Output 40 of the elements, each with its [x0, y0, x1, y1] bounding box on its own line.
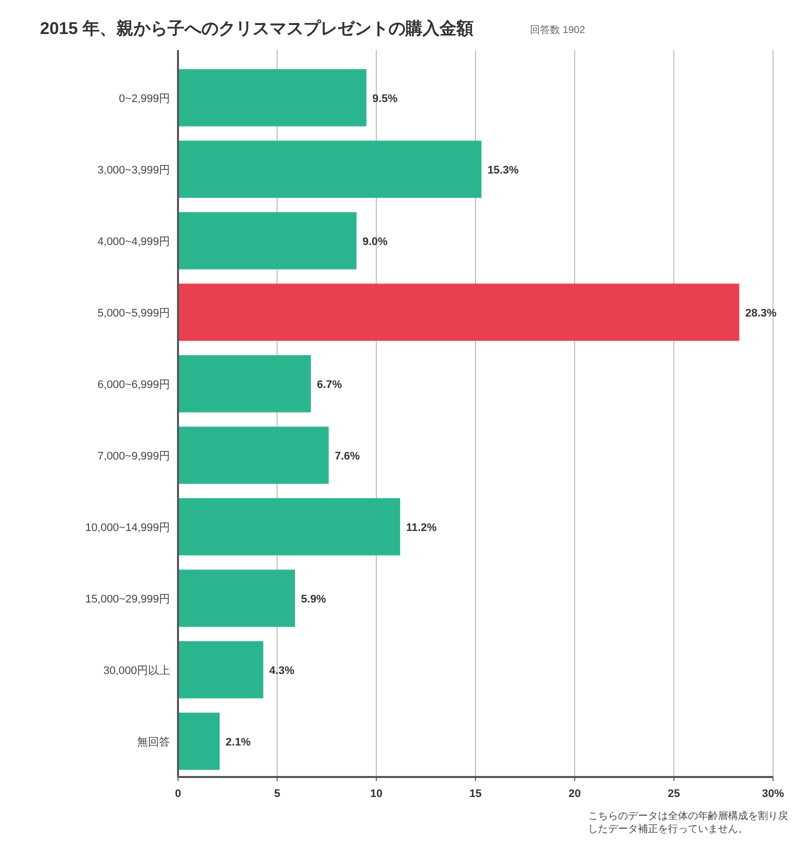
y-tick-label: 7,000~9,999円 [98, 450, 170, 462]
chart-title: 2015 年、親から子へのクリスマスプレゼントの購入金額 [40, 19, 474, 38]
data-label: 11.2% [406, 522, 437, 534]
data-label: 2.1% [226, 736, 251, 748]
data-label: 9.0% [362, 236, 388, 248]
data-label: 6.7% [316, 378, 342, 391]
bar [178, 140, 482, 198]
chart-subtitle: 回答数 1902 [530, 24, 586, 36]
y-tick-label: 10,000~14,999円 [85, 522, 170, 534]
bar [178, 570, 296, 627]
bar [178, 212, 356, 270]
y-tick-label: 無回答 [137, 736, 170, 748]
y-tick-label: 30,000円以上 [103, 664, 170, 677]
bar [178, 355, 311, 412]
y-tick-label: 5,000~5,999円 [98, 307, 170, 320]
y-tick-label: 0~2,999円 [118, 92, 170, 105]
data-label: 4.3% [269, 664, 295, 677]
y-tick-label: 6,000~6,999円 [98, 378, 170, 391]
data-label: 5.9% [301, 593, 326, 606]
data-label: 28.3% [745, 307, 777, 320]
x-tick-label: 10 [370, 788, 382, 800]
x-tick-label: 0 [174, 788, 182, 800]
y-tick-label: 3,000~3,999円 [98, 164, 170, 176]
data-label: 9.5% [372, 92, 398, 105]
bar [178, 426, 329, 484]
y-tick-label: 4,000~4,999円 [98, 236, 170, 248]
data-label: 15.3% [487, 164, 519, 176]
bar [178, 641, 264, 698]
x-tick-label: 30% [762, 788, 784, 800]
text: こちらのデータは全体の年齢層構成を割り戻したデータ補正を行っていません。 [588, 810, 788, 835]
x-tick-label: 20 [568, 788, 581, 800]
x-tick-label: 15 [469, 788, 482, 800]
bar [178, 284, 740, 341]
data-label: 7.6% [334, 450, 360, 462]
y-tick-label: 15,000~29,999円 [85, 593, 170, 606]
x-tick-label: 5 [274, 788, 280, 800]
x-tick-label: 25 [668, 788, 680, 800]
bar [178, 498, 400, 556]
bar [178, 712, 220, 770]
bar [178, 69, 366, 126]
